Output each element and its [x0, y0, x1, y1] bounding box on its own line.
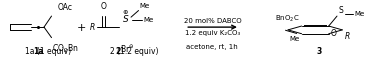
Text: 20 mol% DABCO: 20 mol% DABCO	[184, 18, 241, 24]
Text: R: R	[345, 32, 350, 41]
Text: +: +	[77, 23, 86, 33]
Text: acetone, rt, 1h: acetone, rt, 1h	[186, 44, 238, 50]
Text: Me: Me	[290, 36, 300, 42]
Text: BnO$_2$C: BnO$_2$C	[275, 14, 300, 24]
Text: Me: Me	[139, 3, 150, 9]
Text: OAc: OAc	[57, 3, 72, 12]
Text: 2 (1.2 equiv): 2 (1.2 equiv)	[110, 47, 159, 56]
Text: Me: Me	[143, 18, 154, 23]
Text: S: S	[338, 6, 343, 15]
Text: 1a (1 equiv): 1a (1 equiv)	[25, 47, 71, 56]
Text: O: O	[331, 29, 336, 38]
Text: 1a: 1a	[33, 47, 43, 56]
Text: $\overset{\oplus}{S}$: $\overset{\oplus}{S}$	[122, 9, 129, 25]
Text: Me: Me	[354, 11, 365, 17]
Text: R: R	[90, 23, 95, 32]
Text: 2: 2	[116, 47, 121, 56]
Text: 3: 3	[316, 47, 322, 56]
Text: O: O	[101, 2, 107, 11]
Text: Br$^{\ominus}$: Br$^{\ominus}$	[120, 44, 134, 55]
Text: CO$_2$Bn: CO$_2$Bn	[51, 42, 78, 55]
Text: 1.2 equiv K₂CO₃: 1.2 equiv K₂CO₃	[185, 30, 240, 36]
